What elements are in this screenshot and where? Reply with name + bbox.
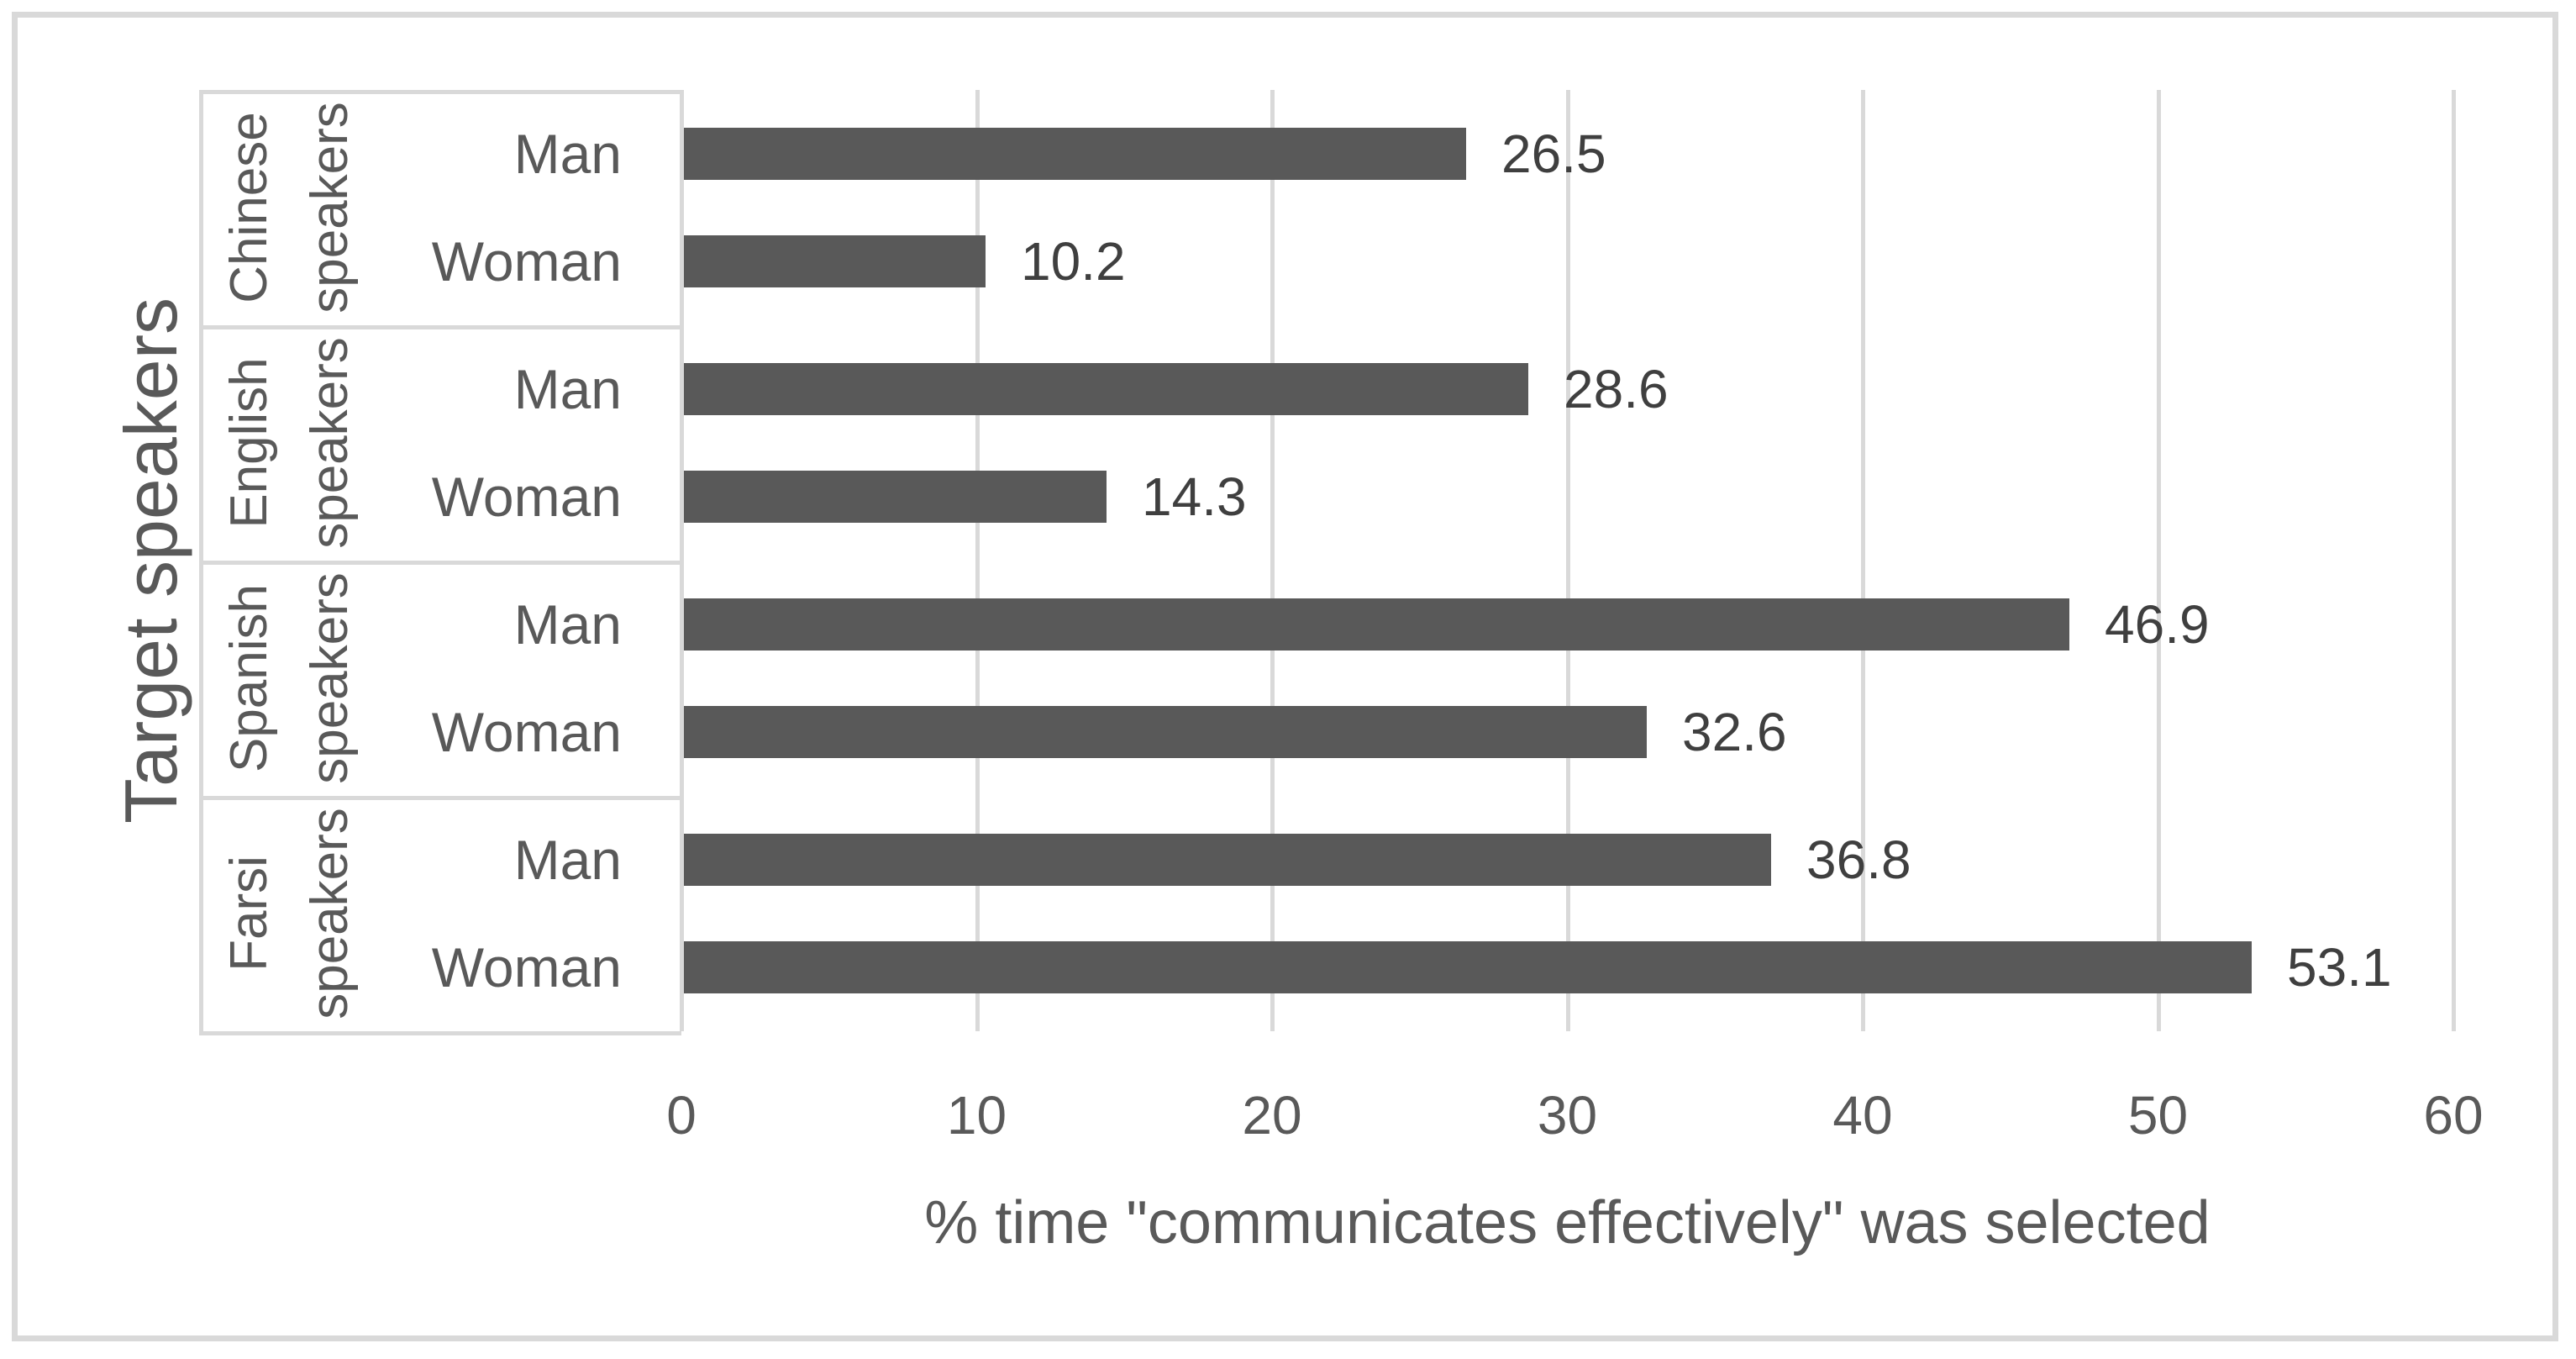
category-label-spanish-speakers-woman: Woman bbox=[431, 701, 622, 763]
group-label-spanish-speakers: Spanish speakers bbox=[219, 572, 359, 784]
bar-chinese-speakers-man bbox=[684, 128, 1466, 180]
data-label-chinese-speakers-woman: 10.2 bbox=[1021, 231, 1126, 292]
bar-english-speakers-woman bbox=[684, 471, 1107, 523]
category-group-separator-0 bbox=[199, 90, 681, 94]
data-label-farsi-speakers-man: 36.8 bbox=[1806, 830, 1911, 890]
category-label-farsi-speakers-woman: Woman bbox=[431, 936, 622, 998]
x-tick-label-30: 30 bbox=[1537, 1085, 1598, 1146]
bar-chinese-speakers-woman bbox=[684, 235, 986, 287]
x-tick-label-40: 40 bbox=[1832, 1085, 1893, 1146]
x-tick-label-60: 60 bbox=[2423, 1085, 2484, 1146]
y-axis-title: Target speakers bbox=[109, 297, 192, 824]
data-label-spanish-speakers-man: 46.9 bbox=[2105, 594, 2210, 655]
category-label-spanish-speakers-man: Man bbox=[513, 593, 622, 656]
y-axis-line bbox=[680, 90, 684, 1031]
category-group-separator-4 bbox=[199, 1031, 681, 1035]
group-label-area-farsi-speakers: Farsi speakers bbox=[206, 796, 374, 1031]
category-label-english-speakers-man: Man bbox=[513, 358, 622, 420]
group-label-area-spanish-speakers: Spanish speakers bbox=[206, 561, 374, 796]
category-label-english-speakers-woman: Woman bbox=[431, 466, 622, 528]
gridline-50 bbox=[2156, 90, 2161, 1031]
group-label-area-chinese-speakers: Chinese speakers bbox=[206, 90, 374, 325]
bar-spanish-speakers-man bbox=[684, 598, 2069, 651]
data-label-english-speakers-man: 28.6 bbox=[1564, 359, 1669, 419]
data-label-farsi-speakers-woman: 53.1 bbox=[2287, 937, 2392, 998]
x-tick-label-0: 0 bbox=[666, 1085, 697, 1146]
gridline-60 bbox=[2452, 90, 2456, 1031]
group-label-chinese-speakers: Chinese speakers bbox=[219, 102, 359, 313]
x-tick-label-10: 10 bbox=[946, 1085, 1007, 1146]
data-label-english-speakers-woman: 14.3 bbox=[1142, 466, 1247, 527]
gridline-10 bbox=[975, 90, 980, 1031]
x-tick-label-50: 50 bbox=[2127, 1085, 2189, 1146]
data-label-chinese-speakers-man: 26.5 bbox=[1501, 124, 1606, 184]
bar-english-speakers-man bbox=[684, 363, 1528, 415]
data-label-spanish-speakers-woman: 32.6 bbox=[1682, 702, 1787, 762]
category-group-separator-3 bbox=[199, 796, 681, 800]
group-label-english-speakers: English speakers bbox=[219, 337, 359, 549]
chart-outer-border bbox=[12, 12, 2558, 1341]
gridline-20 bbox=[1270, 90, 1275, 1031]
bar-farsi-speakers-man bbox=[684, 834, 1771, 886]
x-tick-label-20: 20 bbox=[1242, 1085, 1302, 1146]
category-label-chinese-speakers-woman: Woman bbox=[431, 230, 622, 292]
x-axis-title: % time "communicates effectively" was se… bbox=[924, 1189, 2211, 1256]
category-label-chinese-speakers-man: Man bbox=[513, 123, 622, 185]
bar-spanish-speakers-woman bbox=[684, 706, 1647, 758]
bar-farsi-speakers-woman bbox=[684, 941, 2252, 993]
gridline-40 bbox=[1861, 90, 1865, 1031]
group-label-area-english-speakers: English speakers bbox=[206, 325, 374, 561]
group-label-farsi-speakers: Farsi speakers bbox=[219, 808, 359, 1019]
gridline-30 bbox=[1565, 90, 1570, 1031]
category-group-separator-2 bbox=[199, 561, 681, 565]
category-group-separator-1 bbox=[199, 325, 681, 329]
category-label-farsi-speakers-man: Man bbox=[513, 829, 622, 891]
